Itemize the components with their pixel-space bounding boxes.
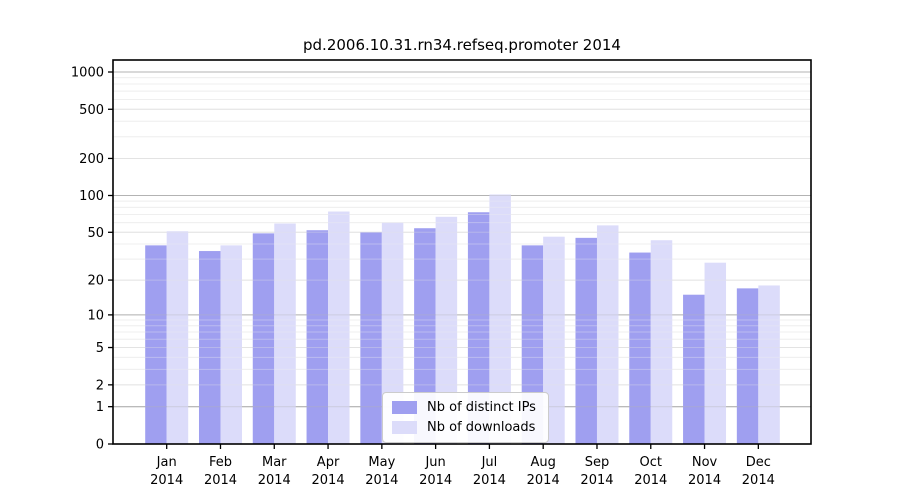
bar-downloads-apr <box>328 211 350 444</box>
x-tick-label-year-oct: 2014 <box>634 473 667 488</box>
bar-distinct-ips-jun <box>414 228 436 444</box>
bar-distinct-ips-nov <box>683 294 705 444</box>
x-tick-label-month-may: May <box>368 455 395 470</box>
legend-item-downloads: Nb of downloads <box>392 420 536 435</box>
bar-downloads-jun <box>435 216 458 444</box>
x-tick-label-month-jun: Jun <box>424 455 445 470</box>
x-tick-label-month-sep: Sep <box>585 455 610 470</box>
x-tick-label-month-jan: Jan <box>156 455 177 470</box>
chart-title: pd.2006.10.31.rn34.refseq.promoter 2014 <box>303 36 621 54</box>
y-tick-label-100: 100 <box>79 189 104 204</box>
legend-item-distinct-ips: Nb of distinct IPs <box>392 400 536 415</box>
bar-downloads-jul <box>489 194 511 444</box>
y-tick-label-5: 5 <box>96 341 104 356</box>
axes-frame <box>112 59 812 445</box>
bar-distinct-ips-may <box>360 232 382 444</box>
x-tick-label-year-dec: 2014 <box>742 473 775 488</box>
legend-swatch-distinct-ips <box>392 401 417 414</box>
y-tick-label-50: 50 <box>87 226 104 241</box>
y-tick-label-10: 10 <box>87 308 104 323</box>
y-tick-label-1: 1 <box>96 400 104 415</box>
y-tick-label-500: 500 <box>79 103 104 118</box>
bar-distinct-ips-feb <box>198 251 221 444</box>
bar-distinct-ips-sep <box>575 237 597 444</box>
bar-downloads-nov <box>704 262 727 444</box>
x-tick-label-year-jun: 2014 <box>419 473 452 488</box>
x-tick-label-year-aug: 2014 <box>527 473 560 488</box>
x-tick-label-month-mar: Mar <box>262 455 287 470</box>
x-tick-label-month-dec: Dec <box>746 455 771 470</box>
bar-distinct-ips-jan <box>145 245 167 444</box>
legend-label-downloads: Nb of downloads <box>427 420 536 435</box>
legend: Nb of distinct IPs Nb of downloads <box>382 392 549 443</box>
y-tick-label-20: 20 <box>87 274 104 289</box>
legend-label-distinct-ips: Nb of distinct IPs <box>427 400 536 415</box>
x-tick-label-year-apr: 2014 <box>312 473 345 488</box>
bar-distinct-ips-dec <box>736 288 759 444</box>
x-axis: Jan 2014 Feb 2014 Mar 2014 Apr 2014 May 2014 Jun 20… <box>150 444 775 488</box>
y-tick-label-0: 0 <box>96 438 104 453</box>
x-tick-label-year-jan: 2014 <box>150 473 183 488</box>
x-tick-label-month-aug: Aug <box>530 455 555 470</box>
x-tick-label-year-nov: 2014 <box>688 473 721 488</box>
x-tick-label-year-mar: 2014 <box>258 473 291 488</box>
bar-distinct-ips-apr <box>306 230 329 444</box>
bar-downloads-feb <box>220 245 242 444</box>
bar-downloads-sep <box>596 225 619 444</box>
y-tick-label-200: 200 <box>79 152 104 167</box>
bar-downloads-may <box>381 222 404 444</box>
x-tick-label-month-feb: Feb <box>209 455 232 470</box>
x-tick-label-month-apr: Apr <box>317 455 340 470</box>
bar-distinct-ips-mar <box>252 233 275 444</box>
x-tick-label-year-may: 2014 <box>365 473 398 488</box>
bar-downloads-jan <box>166 231 189 444</box>
bar-downloads-oct <box>650 240 673 444</box>
gridlines <box>113 71 811 408</box>
bar-downloads-dec <box>758 285 780 444</box>
bar-distinct-ips-oct <box>629 252 651 444</box>
x-tick-label-year-jul: 2014 <box>473 473 506 488</box>
bar-distinct-ips-jul <box>467 212 490 444</box>
bar-downloads-mar <box>274 223 296 444</box>
x-tick-label-month-oct: Oct <box>640 455 662 470</box>
x-tick-label-month-nov: Nov <box>692 455 718 470</box>
x-tick-label-month-jul: Jul <box>481 455 498 470</box>
y-tick-label-1000: 1000 <box>71 66 104 81</box>
x-tick-label-year-feb: 2014 <box>204 473 237 488</box>
y-axis: 0 1 2 5 10 20 50 100 200 500 1000 <box>71 66 113 453</box>
legend-swatch-downloads <box>392 421 417 434</box>
y-tick-label-2: 2 <box>96 378 104 393</box>
x-tick-label-year-sep: 2014 <box>580 473 613 488</box>
bar-downloads-aug <box>543 236 565 444</box>
